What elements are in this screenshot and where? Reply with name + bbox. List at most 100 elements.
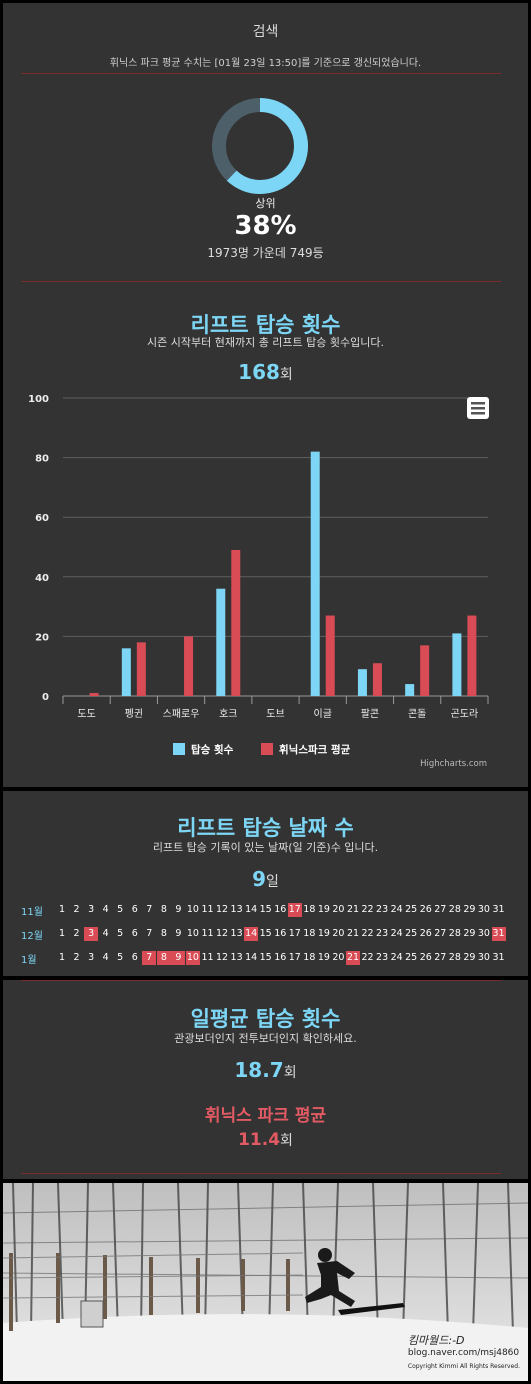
calendar-day: 15 [259,928,272,939]
calendar-month-label: 12월 [21,931,43,942]
calendar-day: 12 [216,904,229,915]
park-average-unit: 회 [280,1133,293,1149]
calendar-day: 25 [405,904,418,915]
calendar-day: 1 [58,952,66,963]
calendar-day: 26 [419,904,432,915]
x-tick-label: 스패로우 [163,708,200,720]
bar-rides [216,588,226,696]
park-average-value: 11.4회 [3,1130,528,1150]
calendar-day: 20 [332,904,345,915]
bar-park-average [420,645,430,696]
calendar-day-ridden: 8 [156,951,171,965]
calendar-day: 9 [175,928,182,939]
bar-rides [310,451,320,696]
calendar-day: 30 [477,952,490,963]
calendar-day: 6 [131,928,138,939]
calendar-day: 10 [186,928,199,939]
donut-fill [212,98,308,194]
calendar-day: 1 [58,928,66,939]
calendar-day: 31 [492,904,505,915]
calendar-day: 5 [117,952,124,963]
update-notice: 휘닉스 파크 평균 수치는 [01월 23일 13:50]를 기준으로 갱신되었… [109,58,422,69]
rank-label: 상위 [255,197,276,210]
calendar-day: 21 [346,904,360,915]
calendar-day: 30 [477,928,490,939]
bar-park-average [136,642,146,696]
search-title[interactable]: 검색 [252,24,279,40]
calendar-day: 4 [102,952,109,963]
calendar-day: 23 [376,904,389,915]
daily-average-description: 관광보더인지 전투보더인지 확인하세요. [174,1032,357,1045]
signature-copyright: Copyright Kimmi All Rights Reserved. [407,1363,520,1370]
calendar-row: 1월 1 2 3 4 5 6 7 8 9 10 11 12 13 14 15 16 17 18 19 20 21 22 23 2… [21,951,511,966]
calendar-day: 17 [288,928,301,939]
bar-park-average [325,615,335,696]
park-average-title: 휘닉스 파크 평균 [204,1106,327,1126]
daily-average-number: 18.7 [234,1058,284,1082]
calendar-day: 3 [88,904,95,915]
calendar-day: 6 [131,904,138,915]
calendar-day: 16 [274,952,287,963]
calendar-day: 26 [419,928,432,939]
stats-panel: 검색 휘닉스 파크 평균 수치는 [01월 23일 13:50]를 기준으로 갱… [3,3,528,787]
calendar-day: 24 [390,952,403,963]
calendar-day: 5 [117,928,124,939]
bar-rides [357,669,367,696]
calendar-day: 27 [434,904,447,915]
calendar-day: 10 [186,904,199,915]
calendar-day: 18 [303,904,316,915]
chart-menu-icon[interactable] [467,397,489,419]
calendar-day: 20 [332,928,345,939]
calendar-month-label: 11월 [21,907,43,918]
calendar-day: 20 [332,952,345,963]
calendar-day: 25 [405,952,418,963]
calendar-day: 11 [201,952,214,963]
calendar-day: 8 [160,928,167,939]
x-tick-label: 호크 [219,708,237,720]
bar-rides [452,633,462,696]
y-tick-label: 60 [35,513,49,524]
calendar-day: 29 [463,952,476,963]
legend-label: 휘닉스파크 평균 [279,743,351,756]
calendar-day: 14 [245,904,258,915]
signature-name: 킴마월드:-D [407,1334,465,1347]
rank-subtitle: 1973명 가운데 749등 [207,246,324,260]
x-tick-label: 팔콘 [361,708,379,720]
y-tick-label: 0 [42,692,49,703]
photo-signature: 킴마월드:-D blog.naver.com/msj4860 Copyright… [408,1334,520,1373]
calendar-day-ridden: 3 [84,927,99,941]
calendar-day: 1 [58,904,66,915]
calendar-day: 15 [259,904,272,915]
daily-average-unit: 회 [283,1065,297,1081]
calendar-day: 30 [477,904,490,915]
calendar-day: 4 [102,928,109,939]
rank-donut [212,98,308,194]
x-tick-label: 곤도라 [451,708,479,720]
lift-rides-total-unit: 회 [279,367,293,383]
calendar-day: 5 [117,904,124,915]
calendar-day: 13 [230,928,243,939]
bar-park-average [231,549,241,696]
calendar-day: 18 [303,928,316,939]
calendar-day: 28 [448,952,461,963]
calendar-day: 25 [405,928,418,939]
calendar-day: 16 [274,928,287,939]
calendar-day: 29 [463,904,476,915]
calendar-day: 31 [492,952,505,963]
lift-rides-description: 시즌 시작부터 현재까지 총 리프트 탑승 횟수입니다. [147,336,384,349]
divider [21,1173,501,1174]
calendar-row: 11월 1 2 3 4 5 6 7 8 9 10 11 12 13 14 15 16 17 18 19 20 21 22 23… [21,903,511,918]
calendar-day: 9 [175,904,182,915]
calendar-day: 18 [303,952,316,963]
bar-park-average [372,663,382,696]
calendar-day: 19 [317,904,330,915]
calendar-day: 11 [201,904,214,915]
lift-rides-total-value: 168 [238,360,280,384]
signature-blog: blog.naver.com/msj4860 [407,1348,520,1358]
y-tick-label: 80 [35,454,49,465]
calendar-day-ridden: 14 [244,927,259,941]
calendar-day: 7 [146,904,153,915]
bar-park-average [89,693,99,696]
calendar-day: 12 [216,952,229,963]
